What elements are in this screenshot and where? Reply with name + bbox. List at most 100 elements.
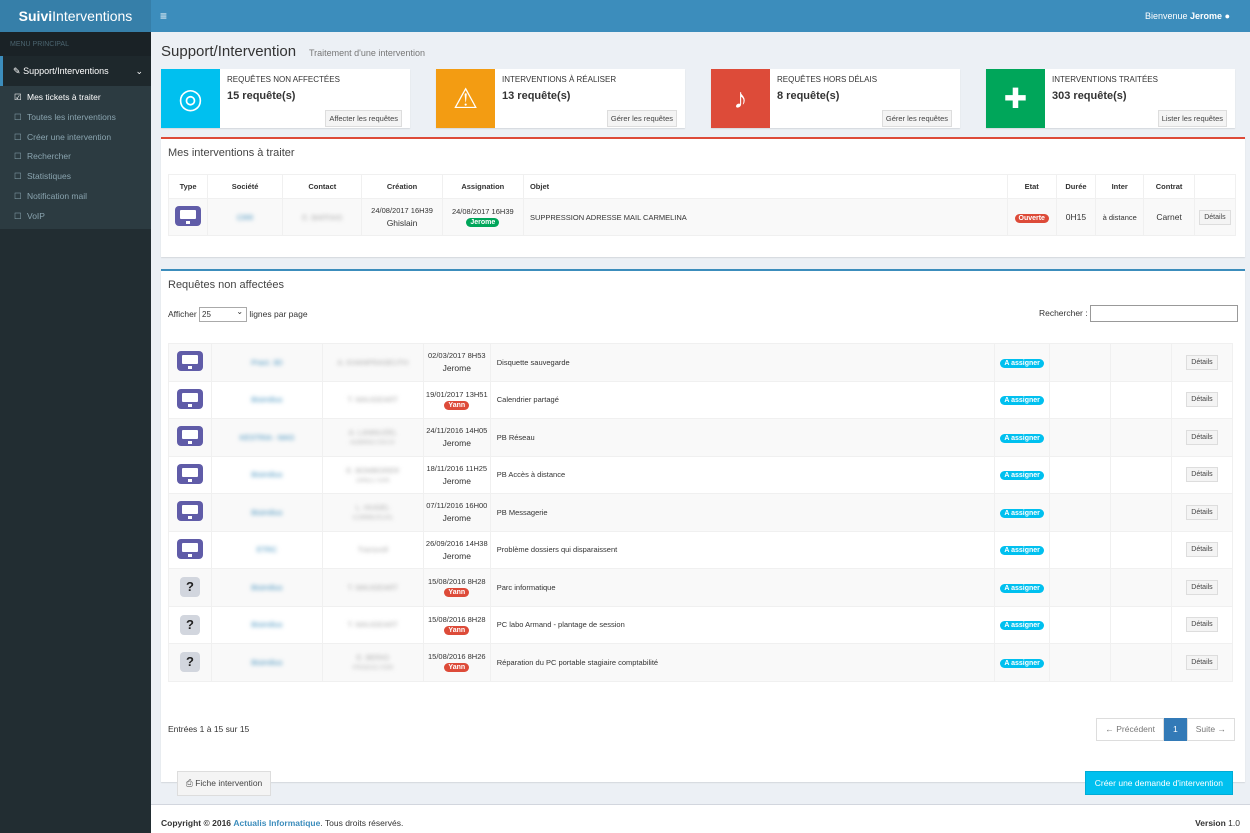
- object-cell: PC labo Armand - plantage de session: [489, 605, 996, 644]
- sidebar-item-3[interactable]: ☐ Rechercher: [0, 147, 151, 167]
- company-cell[interactable]: Bisimilius: [210, 568, 323, 607]
- company-cell[interactable]: Bisimilius: [210, 493, 323, 532]
- company-cell[interactable]: CRR: [207, 198, 284, 236]
- table-row[interactable]: Bisimilius E. BOMBORER DIRECTION 18/11/2016…: [168, 455, 1234, 494]
- user-menu[interactable]: Bienvenue Jerome ●: [1144, 11, 1230, 21]
- date-cell: 19/01/2017 13H51 Yann: [422, 380, 491, 419]
- create-request-button[interactable]: Créer une demande d'intervention: [1084, 771, 1233, 795]
- table-row[interactable]: Pract. 3D A. KHANPRASEUTH 02/03/2017 8H53 J…: [168, 343, 1234, 382]
- object-cell: Parc informatique: [489, 568, 996, 607]
- info-box-label: REQUÊTES NON AFFECTÉES: [227, 75, 340, 84]
- status-badge: A assigner: [1000, 396, 1044, 406]
- sidebar-item-5[interactable]: ☐ Notification mail: [0, 187, 151, 207]
- sidebar-item-6[interactable]: ☐ VoIP: [0, 207, 151, 227]
- sidebar-item-support[interactable]: ✎ Support/Interventions ⌄: [0, 56, 151, 86]
- info-box-label: REQUÊTES HORS DÉLAIS: [777, 75, 878, 84]
- details-button[interactable]: Détails: [1186, 579, 1218, 595]
- info-box: ⚠ INTERVENTIONS À RÉALISER 13 requête(s) Gé…: [436, 69, 685, 128]
- sidebar-item-4[interactable]: ☐ Statistiques: [0, 167, 151, 187]
- sidebar-toggle-icon[interactable]: ≡: [160, 9, 168, 23]
- duration-cell: 0H15: [1055, 198, 1097, 236]
- printer-icon: ⎙: [186, 778, 193, 788]
- type-cell: [168, 418, 212, 457]
- details-button[interactable]: Détails: [1186, 392, 1218, 408]
- status-badge: A assigner: [1000, 658, 1044, 668]
- column-header[interactable]: Création: [361, 174, 443, 199]
- app-logo[interactable]: SuiviInterventions: [0, 0, 151, 32]
- column-header[interactable]: Durée: [1055, 174, 1097, 199]
- table-row[interactable]: ? Bisimilius T. MAUGEART 15/08/2016 8H28 Yan…: [168, 568, 1234, 607]
- sidebar-item-1[interactable]: ☐ Toutes les interventions: [0, 108, 151, 128]
- details-button[interactable]: Détails: [1186, 654, 1218, 670]
- column-header[interactable]: Etat: [1006, 174, 1057, 199]
- column-header[interactable]: Contact: [282, 174, 363, 199]
- search-input[interactable]: [1090, 305, 1238, 322]
- monitor-icon: [176, 426, 203, 447]
- company-cell[interactable]: Bisimilius: [210, 455, 323, 494]
- contact-cell: E. BAFFAIS: [282, 198, 363, 236]
- type-cell: [168, 380, 212, 419]
- table-row[interactable]: ETRC Transvoll 26/09/2016 14H38 Jerome Probl…: [168, 530, 1234, 569]
- company-cell[interactable]: Bisimilius: [210, 605, 323, 644]
- company-cell[interactable]: KESTRIA - MAS: [210, 418, 323, 457]
- company-cell[interactable]: Pract. 3D: [210, 343, 323, 382]
- wrench-icon: ✎: [13, 66, 21, 76]
- table-row[interactable]: KESTRIA - MAS A. LANNUZEL ADMINISTRATIF 24/…: [168, 418, 1234, 457]
- table-row[interactable]: Bisimilius L. HUGEL COMMERCIAL 07/11/2016 1…: [168, 493, 1234, 532]
- info-box-button[interactable]: Lister les requêtes: [1157, 110, 1227, 127]
- column-header[interactable]: Type: [167, 174, 209, 199]
- type-cell: [168, 530, 212, 569]
- inter-cell: à distance: [1095, 198, 1145, 236]
- date-cell: 15/08/2016 8H28 Yann: [422, 605, 491, 644]
- sidebar-item-0[interactable]: ☑ Mes tickets à traiter: [0, 88, 151, 108]
- details-button[interactable]: Détails: [1186, 429, 1218, 445]
- table-row[interactable]: ? Bisimilius E. BERIO PRODUCTION 15/08/2016 …: [168, 643, 1234, 682]
- column-header[interactable]: Contrat: [1143, 174, 1195, 199]
- details-button[interactable]: Détails: [1199, 209, 1231, 225]
- details-button[interactable]: Détails: [1186, 617, 1218, 633]
- table-row[interactable]: Bisimilius T. MAUGEART 19/01/2017 13H51 Yan…: [168, 380, 1234, 419]
- contact-cell: A. LANNUZEL ADMINISTRATIF: [321, 418, 424, 457]
- type-cell: ?: [168, 605, 212, 644]
- object-cell: PB Messagerie: [489, 493, 996, 532]
- page-length-select[interactable]: 25: [199, 305, 248, 322]
- status-badge: A assigner: [1000, 621, 1044, 631]
- column-header[interactable]: Objet: [522, 174, 1008, 199]
- info-box-button[interactable]: Affecter les requêtes: [325, 110, 402, 127]
- date-cell: 26/09/2016 14H38 Jerome: [422, 530, 491, 569]
- assignment-cell: 24/08/2017 16H39 Jerome: [441, 198, 524, 236]
- prev-page-button[interactable]: ← Précédent: [1096, 718, 1165, 741]
- date-cell: 24/11/2016 14H05 Jerome: [422, 418, 491, 457]
- column-header[interactable]: Inter: [1095, 174, 1145, 199]
- page-1-button[interactable]: 1: [1164, 718, 1187, 741]
- company-cell[interactable]: Bisimilius: [210, 643, 323, 682]
- column-header[interactable]: Société: [207, 174, 284, 199]
- company-link[interactable]: Actualis Informatique: [233, 818, 321, 828]
- info-box-button[interactable]: Gérer les requêtes: [606, 110, 677, 127]
- table-row[interactable]: ? Bisimilius T. MAUGEART 15/08/2016 8H28 Yan…: [168, 605, 1234, 644]
- details-button[interactable]: Détails: [1186, 467, 1218, 483]
- next-page-button[interactable]: Suite →: [1186, 718, 1235, 741]
- column-header[interactable]: Assignation: [441, 174, 524, 199]
- date-cell: 02/03/2017 8H53 Jerome: [422, 343, 491, 382]
- details-button[interactable]: Détails: [1186, 354, 1218, 370]
- details-button[interactable]: Détails: [1186, 542, 1218, 558]
- status-badge: Ouverte: [1014, 213, 1049, 223]
- object-cell: SUPPRESSION ADRESSE MAIL CARMELINA: [522, 198, 1008, 236]
- contact-cell: T. MAUGEART: [321, 605, 424, 644]
- column-header[interactable]: [1193, 174, 1237, 199]
- company-cell[interactable]: ETRC: [210, 530, 323, 569]
- details-button[interactable]: Détails: [1186, 504, 1218, 520]
- status-cell: A assigner: [994, 568, 1051, 607]
- info-box-button[interactable]: Gérer les requêtes: [881, 110, 952, 127]
- warning-icon: ⚠: [436, 69, 495, 128]
- sidebar-item-2[interactable]: ☐ Créer une intervention: [0, 128, 151, 148]
- status-badge: A assigner: [1000, 358, 1044, 368]
- table-row[interactable]: CRR E. BAFFAIS 24/08/2017 16H39 Ghislain …: [167, 198, 1237, 236]
- sidebar: MENU PRINCIPAL ✎ Support/Interventions ⌄ …: [0, 32, 151, 833]
- company-cell[interactable]: Bisimilius: [210, 380, 323, 419]
- question-icon: ?: [179, 577, 200, 598]
- monitor-icon: [176, 351, 203, 372]
- print-intervention-button[interactable]: ⎙ Fiche intervention: [177, 771, 272, 796]
- status-badge: A assigner: [1000, 433, 1044, 443]
